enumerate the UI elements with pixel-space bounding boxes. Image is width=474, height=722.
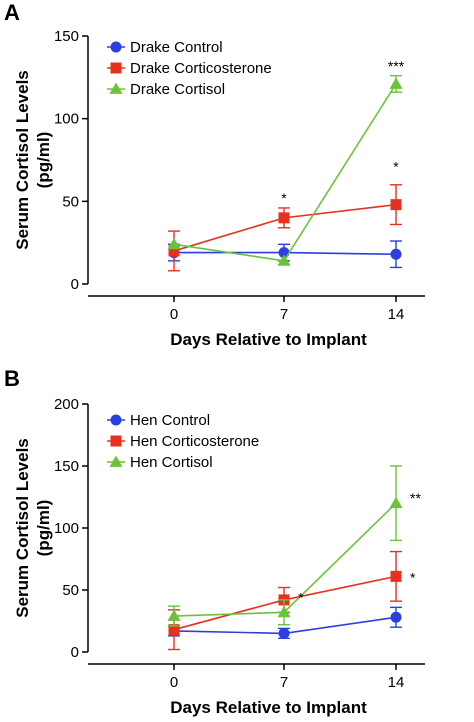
data-point <box>167 609 181 621</box>
y-tick-label: 50 <box>62 582 79 599</box>
data-point <box>278 627 290 639</box>
data-point <box>389 77 403 89</box>
data-point <box>390 611 402 623</box>
legend-label: Drake Corticosterone <box>130 60 272 77</box>
y-axis-title-line: Serum Cortisol Levels <box>13 70 32 250</box>
y-tick-label: 200 <box>54 396 79 413</box>
y-axis-title: Serum Cortisol Levels (pg/ml) <box>13 438 53 618</box>
x-tick-label: 14 <box>388 306 405 323</box>
y-axis-title: Serum Cortisol Levels (pg/ml) <box>13 70 53 250</box>
legend-label: Drake Cortisol <box>130 81 225 98</box>
data-point <box>167 237 181 250</box>
legend-label: Hen Corticosterone <box>130 433 259 450</box>
data-point <box>278 212 290 224</box>
x-tick-label: 14 <box>388 674 405 691</box>
data-point <box>168 245 180 257</box>
legend-label: Drake Control <box>130 39 223 56</box>
legend-marker <box>110 435 122 447</box>
legend-marker <box>110 414 122 426</box>
legend-marker <box>109 455 123 467</box>
significance-mark: * <box>410 570 416 586</box>
y-tick-label: 0 <box>71 644 79 661</box>
legend: Drake Control Drake Corticosterone Drake C… <box>107 39 272 98</box>
y-axis-title-line: Serum Cortisol Levels <box>13 438 32 618</box>
significance-mark: * <box>281 190 287 206</box>
y-tick-label: 100 <box>54 520 79 537</box>
y-tick-label: 50 <box>62 193 79 210</box>
series-drake-corticosterone <box>168 184 402 272</box>
x-tick-label: 7 <box>280 674 288 691</box>
significance-mark: *** <box>388 58 405 74</box>
panel-letter: A <box>4 0 20 25</box>
y-axis-title-line: (pg/ml) <box>34 132 53 189</box>
significance-mark: * <box>298 589 304 605</box>
x-axis-title: Days Relative to Implant <box>170 698 367 717</box>
y-axis-title-line: (pg/ml) <box>34 500 53 557</box>
data-point <box>277 605 291 618</box>
legend-marker <box>110 41 122 53</box>
legend-marker <box>110 62 122 74</box>
data-point <box>390 570 402 582</box>
data-point <box>389 496 403 509</box>
legend-label: Hen Cortisol <box>130 454 213 471</box>
y-tick-label: 150 <box>54 458 79 475</box>
series-drake-cortisol <box>167 74 403 266</box>
significance-mark: ** <box>410 490 421 506</box>
data-point <box>277 254 291 266</box>
data-point <box>390 248 402 260</box>
x-tick-label: 7 <box>280 306 288 323</box>
legend: Hen Control Hen Corticosterone Hen Cortiso… <box>107 412 259 471</box>
panel-a: A 0 50 100 150 0 7 14 Days Relative to Implant Se… <box>4 0 425 349</box>
series-line <box>173 83 397 262</box>
y-tick-label: 0 <box>71 276 79 293</box>
legend-marker <box>109 82 123 94</box>
series-hen-cortisol <box>167 465 403 627</box>
x-tick-label: 0 <box>170 674 178 691</box>
y-tick-label: 150 <box>54 28 79 45</box>
panel-letter: B <box>4 366 20 391</box>
data-point <box>390 199 402 211</box>
significance-mark: * <box>393 159 399 175</box>
panel-b: B 0 50 100 150 200 0 7 14 Days Relative to Implan… <box>4 366 425 717</box>
y-tick-label: 100 <box>54 111 79 128</box>
legend-label: Hen Control <box>130 412 210 429</box>
x-tick-label: 0 <box>170 306 178 323</box>
data-point <box>168 624 180 636</box>
x-axis-title: Days Relative to Implant <box>170 330 367 349</box>
